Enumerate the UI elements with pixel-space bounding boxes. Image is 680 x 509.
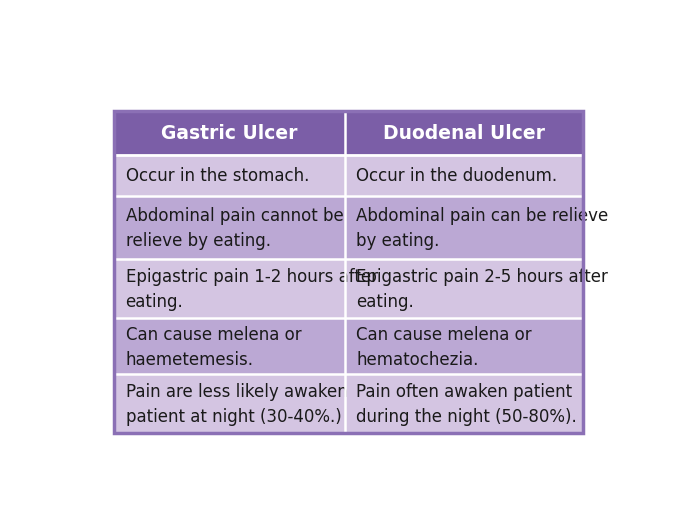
Bar bbox=[114, 155, 345, 196]
Bar bbox=[345, 112, 583, 155]
Bar bbox=[114, 319, 345, 374]
Bar bbox=[345, 260, 583, 319]
Text: Abdominal pain cannot be
relieve by eating.: Abdominal pain cannot be relieve by eati… bbox=[126, 207, 343, 249]
Bar bbox=[345, 196, 583, 260]
Text: Occur in the duodenum.: Occur in the duodenum. bbox=[356, 167, 558, 185]
Text: Occur in the stomach.: Occur in the stomach. bbox=[126, 167, 309, 185]
Text: Duodenal Ulcer: Duodenal Ulcer bbox=[383, 124, 545, 143]
Text: Pain often awaken patient
during the night (50-80%).: Pain often awaken patient during the nig… bbox=[356, 382, 577, 426]
Bar bbox=[345, 374, 583, 433]
Text: Epigastric pain 2-5 hours after
eating.: Epigastric pain 2-5 hours after eating. bbox=[356, 268, 609, 310]
Bar bbox=[345, 155, 583, 196]
Bar bbox=[114, 196, 345, 260]
Text: Can cause melena or
haemetemesis.: Can cause melena or haemetemesis. bbox=[126, 325, 301, 368]
Bar bbox=[114, 260, 345, 319]
Text: Pain are less likely awaken
patient at night (30-40%.): Pain are less likely awaken patient at n… bbox=[126, 382, 347, 426]
Bar bbox=[114, 112, 345, 155]
Text: Abdominal pain can be relieve
by eating.: Abdominal pain can be relieve by eating. bbox=[356, 207, 609, 249]
Bar bbox=[345, 319, 583, 374]
Text: Gastric Ulcer: Gastric Ulcer bbox=[161, 124, 298, 143]
Bar bbox=[114, 112, 583, 434]
Bar bbox=[114, 374, 345, 433]
Text: Epigastric pain 1-2 hours after
eating.: Epigastric pain 1-2 hours after eating. bbox=[126, 268, 377, 310]
Text: Can cause melena or
hematochezia.: Can cause melena or hematochezia. bbox=[356, 325, 532, 368]
